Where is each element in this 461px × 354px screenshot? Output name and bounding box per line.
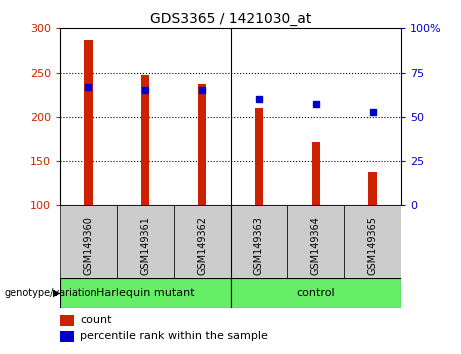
Bar bbox=[84, 40, 93, 205]
Bar bbox=[117, 205, 174, 278]
Bar bbox=[141, 75, 149, 205]
Title: GDS3365 / 1421030_at: GDS3365 / 1421030_at bbox=[150, 12, 311, 26]
Text: ▶: ▶ bbox=[53, 288, 60, 298]
Bar bbox=[60, 315, 74, 326]
Bar bbox=[287, 205, 344, 278]
Text: GSM149364: GSM149364 bbox=[311, 216, 321, 275]
Text: GSM149362: GSM149362 bbox=[197, 216, 207, 275]
Bar bbox=[312, 142, 320, 205]
Bar bbox=[174, 205, 230, 278]
Text: count: count bbox=[80, 315, 112, 325]
Bar bbox=[230, 205, 287, 278]
Bar bbox=[60, 331, 74, 342]
Text: GSM149363: GSM149363 bbox=[254, 216, 264, 275]
Text: GSM149360: GSM149360 bbox=[83, 216, 94, 275]
Text: genotype/variation: genotype/variation bbox=[5, 288, 97, 298]
Text: GSM149365: GSM149365 bbox=[367, 216, 378, 275]
Text: percentile rank within the sample: percentile rank within the sample bbox=[80, 331, 268, 341]
Text: control: control bbox=[296, 288, 335, 298]
Bar bbox=[198, 84, 207, 205]
Bar bbox=[344, 205, 401, 278]
Text: Harlequin mutant: Harlequin mutant bbox=[96, 288, 195, 298]
Text: GSM149361: GSM149361 bbox=[140, 216, 150, 275]
Bar bbox=[60, 205, 117, 278]
Bar bbox=[368, 172, 377, 205]
Bar bbox=[230, 278, 401, 308]
Bar bbox=[60, 278, 230, 308]
Bar bbox=[254, 108, 263, 205]
